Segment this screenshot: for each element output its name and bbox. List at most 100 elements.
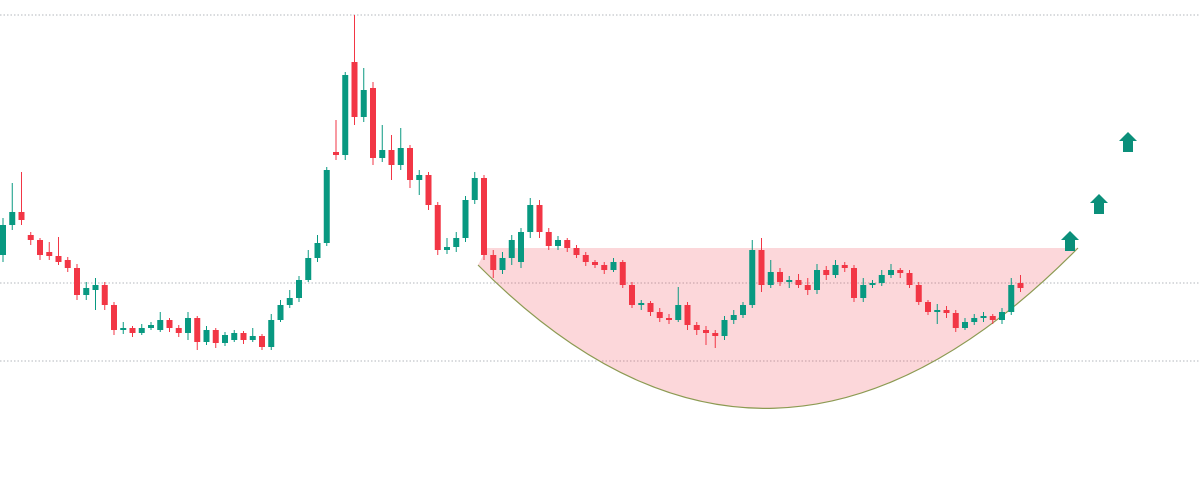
candle-body (397, 148, 404, 165)
candle-body (240, 333, 247, 340)
candle (721, 316, 728, 340)
candle (786, 276, 793, 288)
up-arrow (1119, 132, 1137, 152)
candle (971, 314, 978, 325)
candle-body (360, 90, 367, 117)
candle-body (740, 305, 746, 315)
candle-body (83, 288, 90, 295)
candle (64, 257, 71, 272)
candle (314, 235, 321, 262)
candle-body (175, 328, 182, 333)
candle-body (786, 280, 793, 282)
candle (101, 282, 108, 310)
candle-body (333, 152, 339, 155)
candle-body (148, 325, 154, 328)
candle-body (499, 258, 506, 270)
candle-body (989, 316, 996, 320)
candle-body (795, 280, 802, 285)
candle-body (814, 270, 820, 290)
candle-body (804, 285, 811, 290)
candle (277, 300, 284, 322)
candle (656, 308, 663, 322)
candle (943, 306, 950, 318)
candle (444, 238, 450, 254)
candle (545, 228, 552, 250)
candle (878, 270, 885, 286)
candle (749, 240, 756, 308)
candle-body (55, 256, 62, 262)
candle-body (721, 320, 728, 336)
candle-body (601, 265, 608, 270)
candle (268, 314, 275, 350)
candle (286, 290, 293, 308)
candle (777, 268, 783, 286)
candle-body (712, 333, 719, 336)
candle (0, 218, 6, 262)
candle (240, 331, 247, 344)
candle (712, 330, 719, 348)
cup-pattern-area (478, 248, 1078, 409)
candle (92, 278, 99, 310)
candle (194, 316, 201, 350)
candle-body (185, 318, 191, 333)
candle (342, 72, 349, 160)
candle-body (758, 250, 765, 285)
candle-body (342, 75, 349, 155)
candle-body (518, 232, 524, 262)
candle (129, 326, 136, 337)
candle-body (906, 273, 913, 285)
candle (925, 300, 931, 315)
candle-body (684, 305, 691, 325)
candle-body (92, 285, 99, 290)
candle (952, 310, 959, 332)
candle-body (564, 240, 571, 248)
candle-body (388, 150, 395, 165)
candle (601, 262, 608, 274)
candle (527, 198, 534, 238)
candle (111, 302, 117, 335)
candle (851, 265, 857, 302)
candle-body (212, 330, 219, 343)
candle (360, 68, 367, 122)
candle (222, 332, 228, 346)
candle (647, 301, 654, 316)
candle (518, 228, 524, 268)
candle-body (166, 320, 173, 328)
candle-body (425, 175, 432, 205)
candle (471, 172, 478, 204)
candle (416, 170, 423, 195)
candle (55, 237, 62, 265)
candle (823, 266, 830, 280)
candle-body (259, 336, 265, 347)
candle (425, 172, 432, 210)
candle (860, 278, 867, 302)
candle (841, 262, 848, 272)
candle-body (638, 303, 645, 305)
candle-body (703, 330, 709, 333)
candle-body (434, 205, 441, 250)
candle (629, 282, 635, 308)
breakout-arrows (1061, 132, 1137, 251)
candle (27, 232, 34, 245)
candle (18, 172, 25, 225)
candle-body (675, 305, 682, 320)
candle (767, 260, 774, 288)
up-arrow (1090, 194, 1108, 214)
candle (259, 334, 265, 350)
candle-body (120, 328, 127, 330)
candle-body (582, 255, 589, 262)
candle (481, 175, 487, 260)
candle-body (629, 285, 635, 305)
candle (462, 196, 469, 242)
candle-body (666, 318, 672, 320)
candle-body (832, 265, 839, 275)
candle (1008, 278, 1015, 315)
candle-body (379, 150, 386, 158)
candle-body (527, 205, 534, 232)
candle (906, 270, 913, 288)
candle-body (481, 178, 487, 255)
candle-body (490, 255, 497, 270)
candle (148, 322, 154, 330)
candle (962, 318, 968, 330)
candle (434, 202, 441, 255)
